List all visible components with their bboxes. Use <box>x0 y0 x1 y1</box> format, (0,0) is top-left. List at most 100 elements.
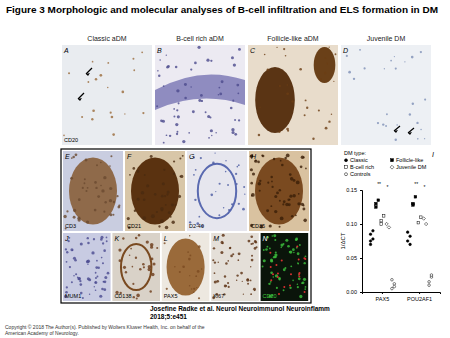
cell <box>289 173 292 176</box>
cell <box>290 265 292 267</box>
cell <box>189 285 191 287</box>
cell <box>233 63 236 66</box>
cell <box>297 202 300 205</box>
cell <box>273 276 275 278</box>
cell <box>238 119 240 121</box>
cell <box>96 164 98 166</box>
micrograph <box>211 233 259 301</box>
cell <box>303 219 307 223</box>
point <box>393 285 396 288</box>
cell <box>162 120 165 123</box>
cell <box>195 169 197 171</box>
legend-title: DM type: <box>344 150 366 156</box>
cell <box>292 280 294 282</box>
legend-marker <box>391 159 394 162</box>
cell <box>190 86 192 88</box>
tick-label: 0.05 <box>346 255 357 261</box>
cell <box>151 273 155 277</box>
cell <box>318 109 320 111</box>
cell <box>252 172 255 175</box>
cell <box>237 259 239 261</box>
cell <box>303 278 306 281</box>
cell <box>106 240 108 242</box>
cell <box>174 266 176 268</box>
cell <box>173 160 175 162</box>
cell <box>268 283 270 285</box>
cell <box>304 288 306 290</box>
cell <box>94 281 97 284</box>
cell <box>198 216 200 218</box>
cell <box>158 74 160 76</box>
cell <box>299 295 302 298</box>
follicle <box>314 47 336 83</box>
arrow <box>78 93 84 99</box>
cell <box>325 127 328 130</box>
cell <box>271 186 273 188</box>
cell <box>228 286 230 288</box>
follicle <box>255 67 295 133</box>
cell <box>118 248 121 251</box>
cell <box>102 242 104 244</box>
cell <box>276 192 279 195</box>
cell <box>66 261 68 263</box>
cell <box>101 257 103 259</box>
cell <box>411 56 414 59</box>
cell <box>119 259 122 262</box>
cell <box>290 177 294 181</box>
cell <box>95 289 97 291</box>
cell <box>190 68 192 70</box>
panel-letter: F <box>127 153 132 160</box>
cell <box>306 107 308 109</box>
cell <box>194 199 196 201</box>
cell <box>304 262 306 264</box>
cell <box>304 258 306 260</box>
cell <box>66 251 68 253</box>
tissue-band <box>155 74 245 110</box>
arrow-head <box>394 130 398 133</box>
cell <box>129 174 131 176</box>
cell <box>165 204 167 206</box>
cell <box>424 138 425 139</box>
point <box>422 217 425 220</box>
cell <box>326 63 328 65</box>
annotation: ** <box>414 181 418 187</box>
point <box>385 222 388 225</box>
panel-letter: G <box>189 153 195 160</box>
tick-label: POU2AF1 <box>407 296 432 302</box>
cell <box>359 49 361 51</box>
x-tick: PAX5 <box>376 292 390 302</box>
y-tick: 0.10 <box>346 221 362 227</box>
cell <box>223 207 224 208</box>
image-bg <box>112 233 160 301</box>
cell <box>304 291 306 293</box>
cell <box>214 261 216 263</box>
cell <box>325 57 327 59</box>
image-bg <box>211 233 259 301</box>
micrograph <box>341 45 431 145</box>
point <box>372 230 375 233</box>
cell <box>274 239 276 241</box>
cell <box>167 191 170 194</box>
cell <box>175 204 177 206</box>
cell <box>80 242 83 245</box>
cell <box>208 137 210 139</box>
arrow-head <box>86 73 90 76</box>
cell <box>197 46 200 49</box>
cell <box>87 260 90 263</box>
cell <box>154 193 157 196</box>
points <box>369 196 433 290</box>
cell <box>273 234 276 237</box>
cell <box>122 237 124 239</box>
cell <box>66 286 68 288</box>
panel-letter: B <box>157 47 162 54</box>
cell <box>197 270 200 273</box>
cell <box>305 99 307 101</box>
cell <box>298 193 300 195</box>
cell <box>68 237 70 239</box>
cell <box>69 266 71 268</box>
cell <box>109 187 112 190</box>
panel-letter: N <box>263 235 269 242</box>
panel-letter: C <box>250 47 256 54</box>
micrograph <box>112 233 160 301</box>
cell <box>353 78 355 80</box>
